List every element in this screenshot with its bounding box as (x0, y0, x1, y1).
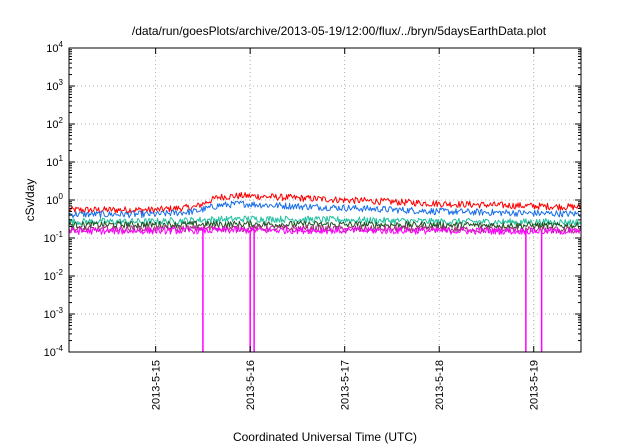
y-tick-label: 10-3 (44, 306, 64, 321)
series-line (68, 220, 582, 230)
x-tick-label: 2013-5-16 (245, 360, 257, 410)
y-tick-label: 102 (46, 116, 63, 131)
y-tick-label: 100 (46, 192, 63, 207)
y-tick-label: 10-1 (44, 230, 64, 245)
series-layer (68, 191, 582, 352)
chart-title: /data/run/goesPlots/archive/2013-05-19/1… (132, 24, 547, 38)
x-tick-label: 2013-5-15 (151, 360, 163, 410)
y-tick-label: 101 (46, 154, 63, 169)
x-tick-label: 2013-5-17 (340, 360, 352, 410)
series-line (68, 224, 582, 234)
y-tick-label: 10-2 (44, 268, 64, 283)
x-tick-label: 2013-5-19 (529, 360, 541, 410)
series-line (68, 200, 582, 219)
series-line (68, 226, 582, 236)
y-tick-label: 104 (46, 40, 63, 55)
tick-layer: 10-4 10-3 10-2 10-1 100 101 102 103 104 2013-5-15… (44, 40, 581, 410)
y-tick-label: 10-4 (44, 344, 64, 359)
series-line (68, 215, 582, 226)
x-axis-label: Coordinated Universal Time (UTC) (233, 430, 417, 444)
x-tick-label: 2013-5-18 (434, 360, 446, 410)
y-axis-label: cSv/day (23, 179, 37, 222)
y-tick-label: 103 (46, 78, 63, 93)
grid-layer (69, 48, 581, 352)
series-line (68, 191, 582, 214)
